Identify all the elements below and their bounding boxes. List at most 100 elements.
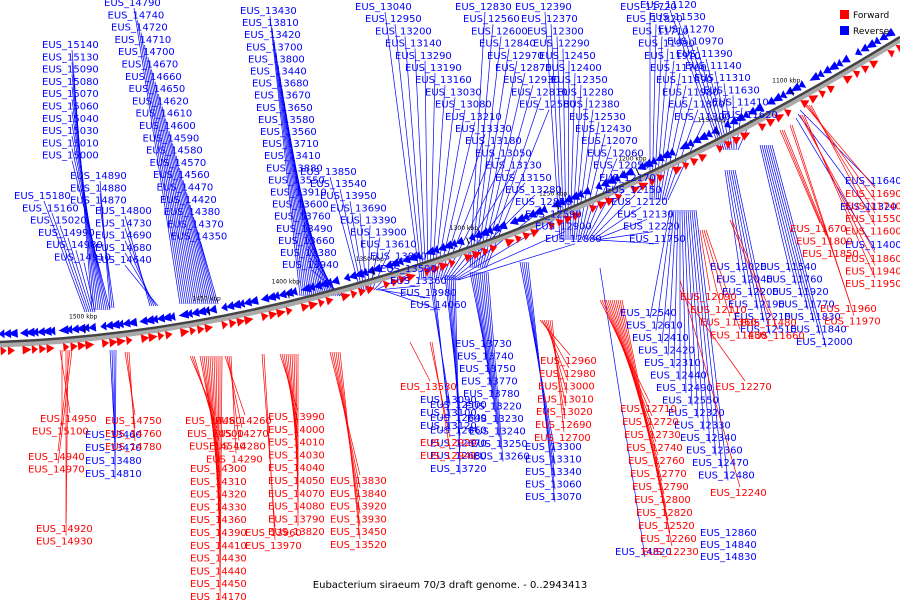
reverse-gene-label: EUS_14790 <box>104 0 161 9</box>
forward-gene-leader-line <box>543 319 569 381</box>
reverse-gene-leader-line <box>414 48 427 281</box>
reverse-gene-label: EUS_14370 <box>167 219 224 230</box>
reverse-gene-leader-line <box>277 64 309 297</box>
reverse-gene-label: EUS_11910 <box>644 51 701 62</box>
reverse-gene-label: EUS_11820 <box>626 14 683 25</box>
reverse-gene-label: EUS_13070 <box>525 492 582 503</box>
reverse-gene-label: EUS_15140 <box>42 40 99 51</box>
forward-gene-label: EUS_14310 <box>190 477 247 488</box>
reverse-gene-leader-line <box>591 206 642 241</box>
forward-gene-label: EUS_13790 <box>268 514 325 525</box>
reverse-gene-leader-line <box>429 72 436 281</box>
reverse-gene-leader-line <box>293 161 325 297</box>
forward-gene-arrow <box>325 296 334 306</box>
forward-gene-leader-line <box>808 104 876 214</box>
forward-gene-arrow <box>690 158 699 167</box>
reverse-gene-arrow <box>540 204 549 214</box>
forward-gene-arrow <box>285 306 293 316</box>
reverse-gene-leader-line <box>471 24 494 269</box>
forward-gene-arrow <box>196 325 205 335</box>
reverse-gene-leader-line <box>689 209 711 444</box>
reverse-gene-arrow <box>595 181 603 190</box>
reverse-gene-label: EUS_12370 <box>521 14 578 25</box>
reverse-gene-label: EUS_13440 <box>250 67 307 78</box>
reverse-gene-arrow <box>353 269 365 278</box>
reverse-gene-arrow <box>468 232 476 242</box>
reverse-gene-leader-line <box>649 209 671 319</box>
reverse-gene-label: EUS_12970 <box>487 51 544 62</box>
forward-gene-label: EUS_12710 <box>620 404 677 415</box>
reverse-gene-label: EUS_13430 <box>240 6 297 17</box>
reverse-gene-leader-line <box>687 209 705 431</box>
reverse-gene-arrow <box>389 258 401 267</box>
reverse-gene-leader-line <box>71 160 111 311</box>
reverse-gene-label: EUS_11990 <box>638 39 695 50</box>
reverse-gene-label: EUS_12490 <box>656 383 713 394</box>
reverse-gene-leader-line <box>114 349 117 480</box>
reverse-gene-leader-line <box>481 85 534 269</box>
genome-axis-shadow <box>0 37 900 348</box>
reverse-gene-label: EUS_13360 <box>390 276 447 287</box>
reverse-gene-arrow <box>265 292 277 301</box>
reverse-gene-label: EUS_13650 <box>256 103 313 114</box>
reverse-gene-leader-line <box>483 271 500 437</box>
reverse-gene-arrow <box>308 282 316 292</box>
kbp-tick-mark <box>715 128 720 136</box>
reverse-gene-leader-line <box>661 85 687 201</box>
reverse-gene-arrow <box>532 206 544 215</box>
reverse-gene-label: EUS_14810 <box>85 469 142 480</box>
reverse-gene-label: EUS_13130 <box>485 161 542 172</box>
forward-gene-leader-line <box>679 289 746 382</box>
reverse-gene-leader-line <box>765 144 809 310</box>
reverse-gene-label: EUS_13850 <box>300 167 357 178</box>
reverse-gene-leader-line <box>99 205 115 309</box>
reverse-gene-arrow <box>473 230 483 239</box>
reverse-gene-label: EUS_13220 <box>465 402 522 413</box>
reverse-gene-leader-line <box>579 133 606 241</box>
forward-gene-label: EUS_14080 <box>268 502 325 513</box>
reverse-gene-arrow <box>260 293 270 303</box>
reverse-gene-arrow <box>36 327 46 337</box>
kbp-tick-label: 1450 kbp <box>193 296 221 303</box>
reverse-gene-arrow <box>753 102 765 112</box>
kbp-tick-label: 1200 kbp <box>618 156 646 163</box>
forward-gene-leader-line <box>705 229 741 330</box>
kbp-tick-mark <box>555 202 560 210</box>
reverse-gene-label: EUS_11410 <box>712 98 769 109</box>
reverse-gene-label: EUS_13900 <box>350 228 407 239</box>
forward-gene-arrow <box>571 212 582 221</box>
reverse-gene-label: EUS_11700 <box>650 63 707 74</box>
forward-gene-label: EUS_12790 <box>632 482 689 493</box>
forward-gene-arrow <box>869 60 879 69</box>
forward-gene-label: EUS_12820 <box>636 508 693 519</box>
forward-gene-arrow <box>731 136 742 145</box>
reverse-gene-label: EUS_13470 <box>85 443 142 454</box>
reverse-gene-label: EUS_12870 <box>495 63 552 74</box>
reverse-gene-label: EUS_12480 <box>698 471 755 482</box>
forward-gene-leader-line <box>779 129 821 224</box>
reverse-gene-leader-line <box>669 9 721 151</box>
reverse-gene-label: EUS_11530 <box>649 12 706 23</box>
reverse-gene-arrow <box>884 27 896 37</box>
reverse-gene-leader-line <box>186 192 211 305</box>
reverse-gene-arrow <box>855 47 863 56</box>
reverse-gene-label: EUS_11750 <box>629 234 686 245</box>
reverse-gene-arrow <box>151 314 159 324</box>
reverse-gene-label: EUS_12550 <box>662 396 719 407</box>
reverse-gene-arrow <box>450 239 458 248</box>
reverse-gene-leader-line <box>455 231 566 281</box>
forward-gene-arrow <box>165 330 173 340</box>
reverse-gene-leader-line <box>193 217 215 305</box>
reverse-gene-arrow <box>161 312 172 322</box>
reverse-gene-label: EUS_13290 <box>395 51 452 62</box>
reverse-gene-arrow <box>650 156 658 165</box>
reverse-gene-arrow <box>748 106 758 115</box>
reverse-gene-leader-line <box>595 231 654 241</box>
reverse-gene-label: EUS_14880 <box>70 183 127 194</box>
forward-gene-arrow <box>157 331 165 341</box>
reverse-gene-leader-line <box>144 44 187 305</box>
reverse-gene-label: EUS_13710 <box>262 139 319 150</box>
forward-gene-label: EUS_14170 <box>190 592 247 600</box>
forward-gene-leader-line <box>65 349 69 536</box>
reverse-gene-leader-line <box>435 109 466 281</box>
